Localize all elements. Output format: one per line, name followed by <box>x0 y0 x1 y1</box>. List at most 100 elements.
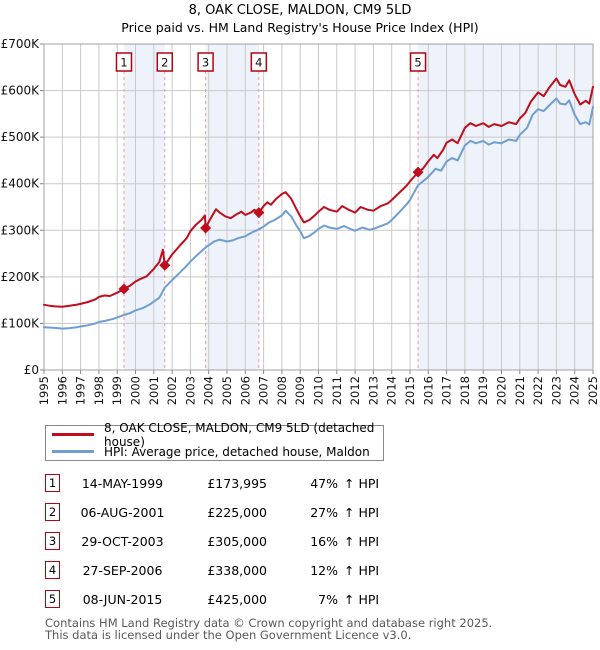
sale-price: £173,995 <box>207 476 267 491</box>
transaction-row: 1 14-MAY-1999 £173,995 47% ↑ HPI <box>45 474 445 494</box>
sale-number-box-label: 4 <box>255 56 262 70</box>
legend-row-hpi: HPI: Average price, detached house, Mald… <box>46 443 383 460</box>
x-axis-year-label: 2004 <box>202 376 216 405</box>
y-axis-price-label: £300K <box>1 223 41 237</box>
hpi-suffix: ↑ HPI <box>344 476 380 491</box>
transaction-row: 2 06-AUG-2001 £225,000 27% ↑ HPI <box>45 503 445 523</box>
price-paid-line <box>43 77 594 308</box>
legend-label-hpi: HPI: Average price, detached house, Mald… <box>104 444 370 459</box>
chart-legend: 8, OAK CLOSE, MALDON, CM9 5LD (detached … <box>45 421 384 461</box>
x-axis-year-label: 2002 <box>165 376 179 405</box>
x-axis-year-label: 2007 <box>257 376 271 405</box>
sale-pct-vs-hpi: 7% <box>318 592 338 607</box>
sale-date: 29-OCT-2003 <box>81 534 164 549</box>
x-axis-year-label: 2021 <box>513 376 527 405</box>
sale-pct-vs-hpi: 16% <box>310 534 338 549</box>
transaction-row: 3 29-OCT-2003 £305,000 16% ↑ HPI <box>45 532 445 552</box>
sale-number-box <box>250 52 268 72</box>
x-axis-year-label: 2018 <box>458 376 472 405</box>
sale-date: 06-AUG-2001 <box>80 505 165 520</box>
x-axis-year-label: 2015 <box>403 376 417 405</box>
x-axis-year-label: 2003 <box>183 376 197 405</box>
sale-number-box-label: 2 <box>161 56 168 70</box>
sale-number-box <box>409 52 427 72</box>
hpi-suffix: ↑ HPI <box>344 534 380 549</box>
price-history-chart: 1995 1996 1997 1998 1999 2000 2001 2002 2003 2004… <box>1 37 600 405</box>
sale-point-diamond <box>118 283 130 295</box>
x-axis-year-label: 2005 <box>220 376 234 405</box>
footer-line-1: Contains HM Land Registry data © Crown c… <box>45 616 493 630</box>
sale-point-diamond <box>412 166 424 178</box>
sale-point-diamond <box>200 222 212 234</box>
y-axis-price-label: £0 <box>24 363 39 377</box>
hpi-series-swatch <box>52 450 94 453</box>
ownership-period-band <box>205 44 259 370</box>
sale-number-badge: 4 <box>45 561 60 579</box>
legend-label-property: 8, OAK CLOSE, MALDON, CM9 5LD (detached … <box>104 420 375 449</box>
sale-number-box <box>115 52 133 72</box>
ownership-period-band <box>123 44 165 370</box>
x-axis-year-label: 2016 <box>421 376 435 405</box>
sale-number-box-label: 3 <box>202 56 209 70</box>
y-axis-price-label: £200K <box>1 270 41 284</box>
sale-number-badge: 1 <box>45 474 60 492</box>
x-axis-year-label: 2000 <box>129 376 143 405</box>
x-axis-year-label: 2010 <box>312 376 326 405</box>
x-axis-year-label: 2001 <box>147 376 161 405</box>
sale-date: 27-SEP-2006 <box>82 563 163 578</box>
x-axis-year-label: 2008 <box>275 376 289 405</box>
x-axis-year-label: 2017 <box>440 376 454 405</box>
property-series-swatch <box>52 433 94 436</box>
footer-line-2: This data is licensed under the Open Gov… <box>45 627 412 642</box>
page-title: 8, OAK CLOSE, MALDON, CM9 5LD <box>188 3 412 18</box>
x-axis-year-label: 1997 <box>74 376 88 405</box>
x-axis-year-label: 2011 <box>330 376 344 405</box>
sale-pct-vs-hpi: 12% <box>310 563 338 578</box>
x-axis-year-label: 2009 <box>293 376 307 405</box>
sale-price: £425,000 <box>207 592 267 607</box>
sale-number-box-label: 5 <box>414 56 421 70</box>
hpi-line <box>43 97 594 330</box>
y-axis-price-label: £500K <box>1 130 41 144</box>
x-axis-year-label: 2014 <box>385 376 399 405</box>
x-axis-year-label: 1999 <box>110 376 124 405</box>
sale-point-diamond <box>159 259 171 271</box>
sale-pct-vs-hpi: 27% <box>310 505 338 520</box>
license-footer: Contains HM Land Registry data © Crown c… <box>45 616 493 642</box>
hpi-suffix: ↑ HPI <box>344 592 380 607</box>
x-axis-year-label: 2012 <box>348 376 362 405</box>
sale-price: £338,000 <box>207 563 267 578</box>
sale-price: £225,000 <box>207 505 267 520</box>
sale-point-diamond <box>253 207 265 219</box>
x-axis-year-label: 1995 <box>37 376 51 405</box>
x-axis-year-label: 2022 <box>531 376 545 405</box>
sale-number-badge: 2 <box>45 503 60 521</box>
transaction-row: 5 08-JUN-2015 £425,000 7% ↑ HPI <box>45 590 445 610</box>
transaction-row: 4 27-SEP-2006 £338,000 12% ↑ HPI <box>45 561 445 581</box>
sale-number-box <box>197 52 214 72</box>
x-axis-year-label: 2013 <box>366 376 380 405</box>
y-axis-price-label: £600K <box>1 84 41 98</box>
legend-row-property: 8, OAK CLOSE, MALDON, CM9 5LD (detached … <box>46 421 383 449</box>
x-axis-year-label: 2006 <box>238 376 252 405</box>
sale-date: 08-JUN-2015 <box>82 592 163 607</box>
x-axis-year-label: 2025 <box>586 376 600 405</box>
x-axis-year-label: 2023 <box>549 376 563 405</box>
y-axis-price-label: £700K <box>1 37 41 51</box>
sale-number-badge: 3 <box>45 532 60 550</box>
hpi-suffix: ↑ HPI <box>344 505 380 520</box>
hpi-suffix: ↑ HPI <box>344 563 380 578</box>
sale-number-badge: 5 <box>45 590 60 608</box>
x-axis-year-label: 2019 <box>476 376 490 405</box>
sale-number-box <box>156 52 174 72</box>
sale-number-box-label: 1 <box>120 56 127 70</box>
sale-price: £305,000 <box>207 534 267 549</box>
x-axis-year-label: 1996 <box>55 376 69 405</box>
ownership-period-band <box>418 44 593 370</box>
y-axis-price-label: £400K <box>1 177 41 191</box>
x-axis-year-label: 2020 <box>495 376 509 405</box>
plot-border <box>43 43 594 371</box>
x-axis-year-label: 2024 <box>568 376 582 405</box>
y-axis-price-label: £100K <box>1 316 41 330</box>
